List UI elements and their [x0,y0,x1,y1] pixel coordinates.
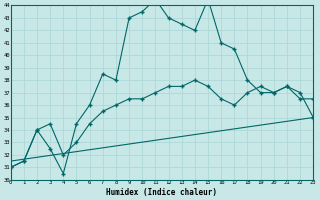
X-axis label: Humidex (Indice chaleur): Humidex (Indice chaleur) [107,188,218,197]
